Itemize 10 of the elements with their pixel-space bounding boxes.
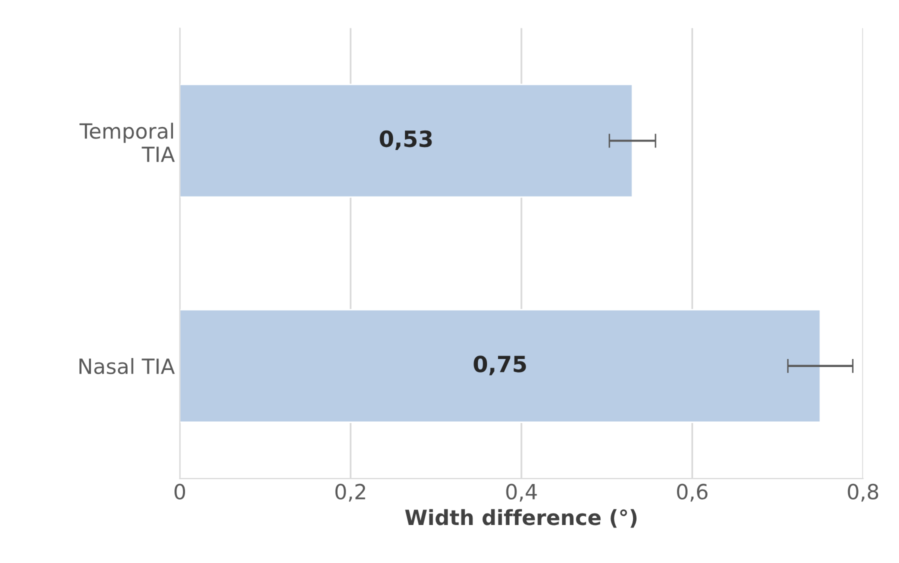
x-tick-label: 0,2: [335, 484, 366, 502]
data-label: 0,75: [474, 356, 526, 376]
x-axis-title: Width difference (°): [405, 509, 637, 528]
x-tick-label: 0,8: [848, 484, 878, 502]
y-tick-label: Temporal TIA: [79, 122, 175, 162]
y-tick-label: Nasal TIA: [79, 358, 175, 374]
x-tick-label: 0,4: [506, 484, 537, 502]
x-tick-label: 0: [174, 484, 186, 500]
data-label: 0,53: [380, 130, 432, 150]
x-tick-label: 0,6: [677, 484, 708, 502]
